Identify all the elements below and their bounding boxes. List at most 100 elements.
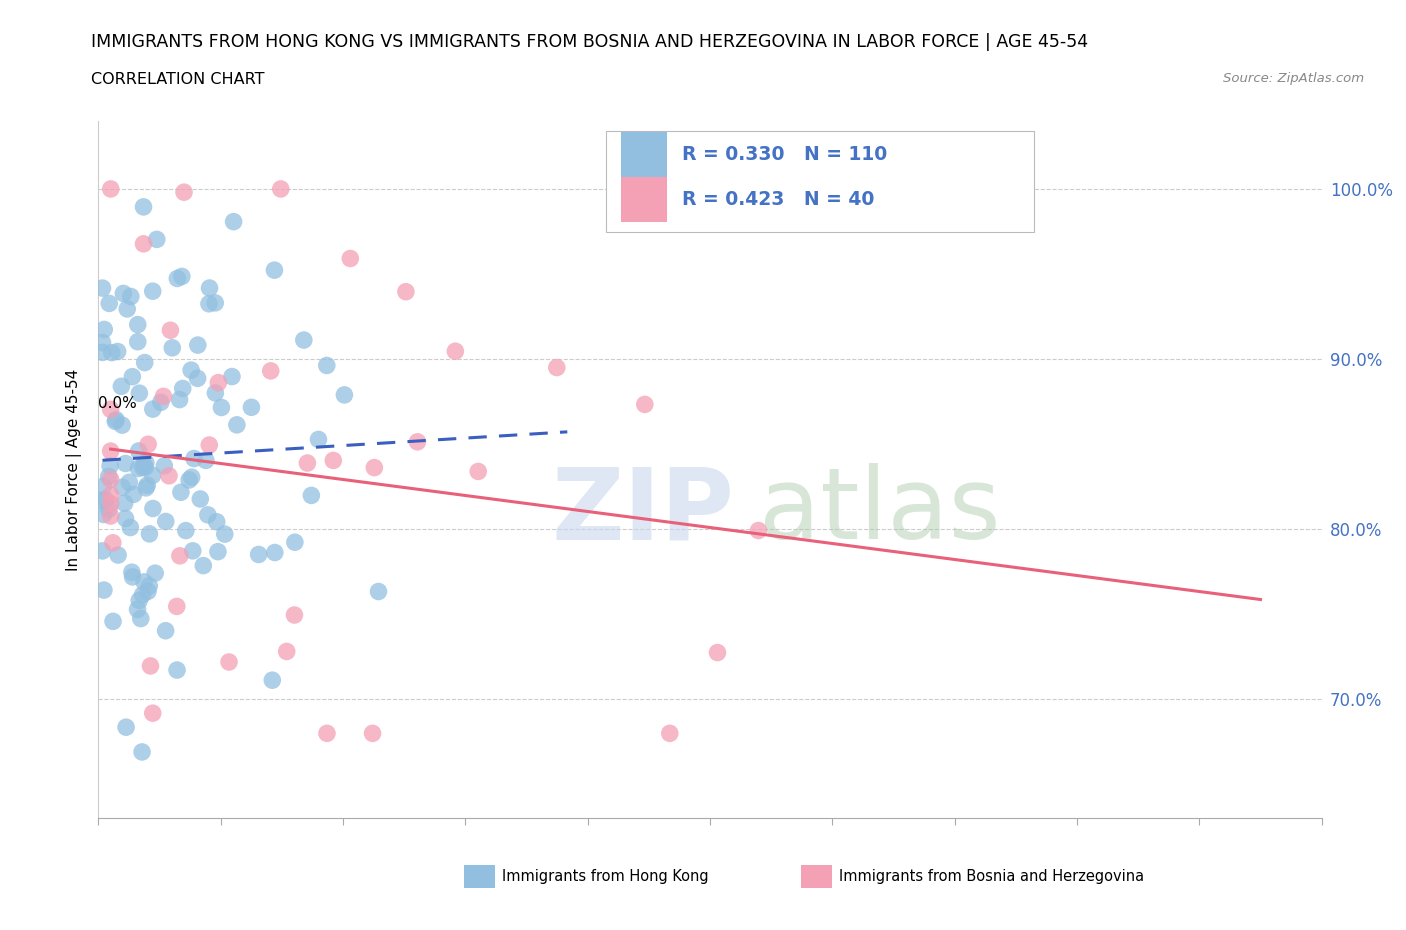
Point [183, 451, 205, 466]
Point [155, 514, 177, 529]
Point [134, 355, 156, 370]
Point [121, 569, 143, 584]
Point [100, 444, 122, 458]
Point [134, 459, 156, 474]
Point [188, 492, 211, 507]
Point [138, 526, 160, 541]
Point [207, 544, 229, 559]
Point [169, 549, 191, 564]
Point [204, 386, 226, 401]
Point [111, 480, 134, 495]
Point [157, 469, 180, 484]
Point [128, 386, 150, 401]
Point [247, 547, 270, 562]
Point [100, 472, 122, 486]
Point [93, 507, 115, 522]
Point [107, 344, 129, 359]
Point [142, 284, 165, 299]
Text: Immigrants from Hong Kong: Immigrants from Hong Kong [502, 870, 709, 884]
Point [205, 514, 228, 529]
Point [467, 464, 489, 479]
Text: R = 0.423   N = 40: R = 0.423 N = 40 [682, 191, 875, 209]
Point [339, 251, 361, 266]
Point [129, 611, 152, 626]
Point [146, 232, 169, 246]
Point [322, 453, 344, 468]
Point [143, 565, 166, 580]
Point [297, 456, 319, 471]
Point [120, 289, 142, 304]
Point [316, 726, 339, 741]
Text: Immigrants from Bosnia and Herzegovina: Immigrants from Bosnia and Herzegovina [839, 870, 1144, 884]
Point [162, 340, 184, 355]
Point [97, 469, 120, 484]
Point [131, 460, 153, 475]
Point [221, 369, 243, 384]
Text: ZIP: ZIP [551, 463, 734, 560]
Point [395, 285, 418, 299]
Point [166, 599, 188, 614]
Point [101, 536, 124, 551]
Point [218, 655, 240, 670]
FancyBboxPatch shape [620, 131, 668, 177]
Point [153, 458, 176, 473]
Point [91, 493, 114, 508]
Point [155, 623, 177, 638]
Point [263, 545, 285, 560]
Point [122, 487, 145, 502]
Point [132, 199, 155, 214]
Point [135, 456, 157, 471]
Point [128, 593, 150, 608]
Point [174, 524, 197, 538]
Point [308, 432, 330, 446]
Point [136, 584, 159, 599]
Point [93, 322, 115, 337]
Point [136, 437, 159, 452]
FancyBboxPatch shape [620, 177, 668, 222]
Point [284, 535, 307, 550]
Point [100, 487, 122, 502]
Point [166, 662, 188, 677]
Point [136, 478, 159, 493]
Point [187, 371, 209, 386]
Point [361, 726, 384, 741]
Point [263, 262, 285, 277]
Point [120, 520, 142, 535]
Point [207, 375, 229, 390]
Point [100, 181, 122, 196]
Point [159, 323, 181, 338]
Point [142, 706, 165, 721]
Point [93, 582, 115, 597]
Point [97, 502, 120, 517]
Point [127, 334, 149, 349]
Point [127, 317, 149, 332]
Point [197, 508, 219, 523]
Point [91, 345, 114, 360]
Point [115, 301, 138, 316]
Point [315, 358, 337, 373]
Point [142, 501, 165, 516]
Text: atlas: atlas [759, 463, 1001, 560]
Point [169, 392, 191, 407]
Point [198, 281, 221, 296]
Point [104, 414, 127, 429]
Point [91, 543, 114, 558]
Point [292, 333, 315, 348]
Point [142, 468, 165, 483]
Point [91, 335, 114, 350]
Point [706, 645, 728, 660]
Point [299, 488, 322, 503]
Point [173, 185, 195, 200]
Point [170, 269, 193, 284]
Point [114, 511, 136, 525]
Point [204, 296, 226, 311]
Point [367, 584, 389, 599]
Point [198, 438, 221, 453]
Point [546, 360, 568, 375]
Point [193, 558, 215, 573]
Point [139, 658, 162, 673]
Point [634, 397, 657, 412]
Point [114, 456, 136, 471]
Point [118, 475, 141, 490]
Point [170, 485, 193, 499]
